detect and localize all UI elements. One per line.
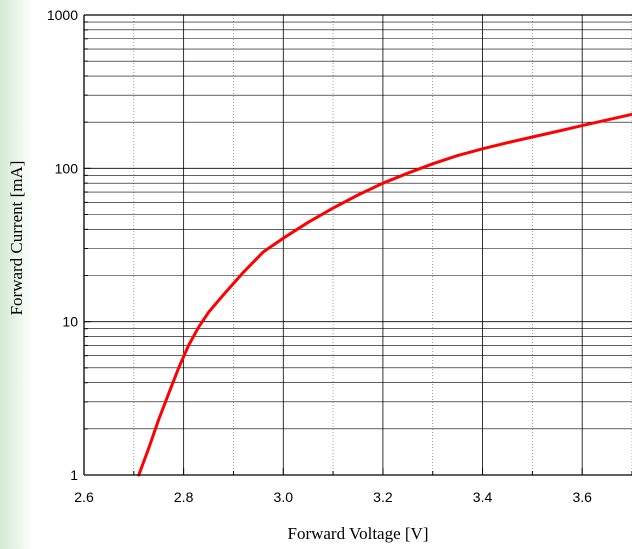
x-axis-title: Forward Voltage [V]	[287, 524, 428, 543]
axis-ticks	[83, 21, 632, 475]
x-tick-label: 3.2	[373, 489, 393, 505]
x-tick-label: 2.8	[174, 489, 194, 505]
series-layer	[137, 112, 632, 477]
background-shade	[0, 0, 34, 549]
y-tick-label: 1000	[47, 7, 78, 23]
x-tick-label: 3.0	[274, 489, 294, 505]
x-tick-label: 3.4	[473, 489, 493, 505]
y-tick-labels: 1 10 100 1000	[47, 7, 78, 483]
y-tick-label: 10	[62, 314, 78, 330]
y-tick-label: 1	[70, 467, 78, 483]
x-tick-label: 2.6	[74, 489, 94, 505]
series-line	[137, 112, 632, 477]
y-tick-label: 100	[55, 160, 79, 176]
y-axis-title: Forward Current [mA]	[7, 161, 26, 316]
grid	[84, 15, 632, 475]
x-tick-label: 3.6	[572, 489, 592, 505]
plot-area	[84, 15, 632, 475]
x-tick-labels: 2.6 2.8 3.0 3.2 3.4 3.6	[74, 489, 592, 505]
